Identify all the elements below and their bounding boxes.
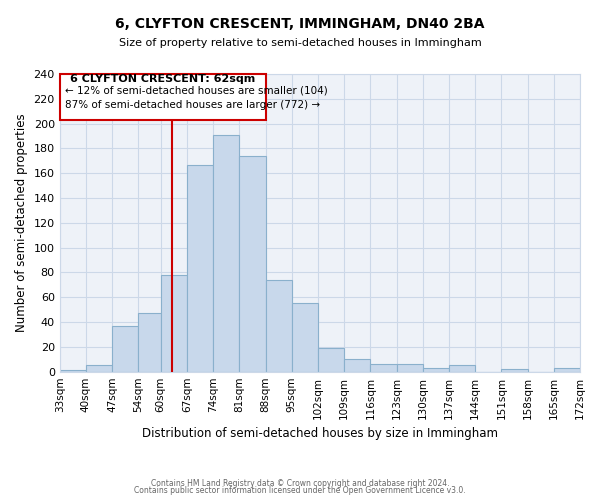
- Bar: [59, 370, 86, 372]
- Bar: [292, 304, 318, 372]
- Bar: [239, 156, 266, 372]
- Bar: [344, 360, 370, 372]
- Text: 87% of semi-detached houses are larger (772) →: 87% of semi-detached houses are larger (…: [65, 100, 320, 110]
- Bar: [138, 314, 161, 372]
- Bar: [213, 135, 239, 372]
- Bar: [370, 364, 397, 372]
- Text: Size of property relative to semi-detached houses in Immingham: Size of property relative to semi-detach…: [119, 38, 481, 48]
- Text: 6, CLYFTON CRESCENT, IMMINGHAM, DN40 2BA: 6, CLYFTON CRESCENT, IMMINGHAM, DN40 2BA: [115, 18, 485, 32]
- Bar: [318, 348, 344, 372]
- X-axis label: Distribution of semi-detached houses by size in Immingham: Distribution of semi-detached houses by …: [142, 427, 498, 440]
- Text: 6 CLYFTON CRESCENT: 62sqm: 6 CLYFTON CRESCENT: 62sqm: [70, 74, 255, 85]
- Text: ← 12% of semi-detached houses are smaller (104): ← 12% of semi-detached houses are smalle…: [65, 86, 328, 96]
- Bar: [266, 280, 292, 372]
- Y-axis label: Number of semi-detached properties: Number of semi-detached properties: [15, 114, 28, 332]
- Bar: [59, 74, 266, 120]
- Text: Contains public sector information licensed under the Open Government Licence v3: Contains public sector information licen…: [134, 486, 466, 495]
- Text: Contains HM Land Registry data © Crown copyright and database right 2024.: Contains HM Land Registry data © Crown c…: [151, 478, 449, 488]
- Bar: [187, 164, 213, 372]
- Bar: [397, 364, 423, 372]
- Bar: [423, 368, 449, 372]
- Bar: [161, 275, 187, 372]
- Bar: [112, 326, 138, 372]
- Bar: [86, 366, 112, 372]
- Bar: [554, 368, 580, 372]
- Bar: [449, 366, 475, 372]
- Bar: [502, 369, 527, 372]
